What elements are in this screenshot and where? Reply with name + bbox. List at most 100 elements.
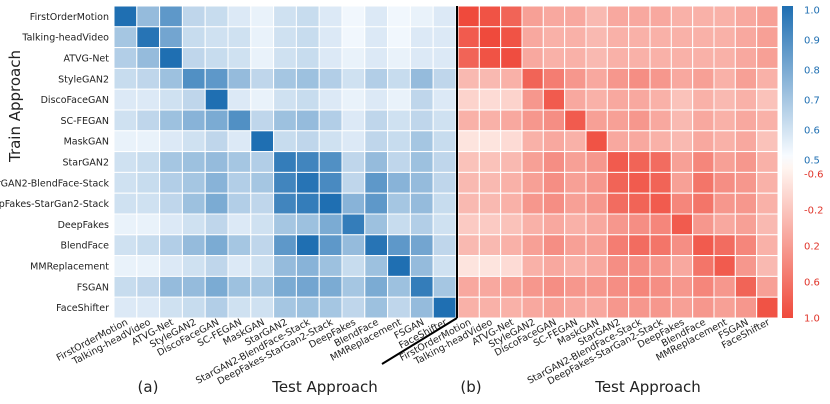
cell-a-9-6 xyxy=(250,192,275,215)
cell-b-8-0 xyxy=(457,171,480,194)
cell-a-0-0 xyxy=(113,5,138,28)
cell-b-10-14 xyxy=(756,213,779,236)
cell-a-11-0 xyxy=(113,234,138,257)
cell-a-10-7 xyxy=(273,213,297,236)
cell-b-13-2 xyxy=(500,275,523,298)
cell-a-7-10 xyxy=(341,151,366,173)
cell-b-0-2 xyxy=(500,5,523,28)
colorbar-ticks-b: -0.6 -0.2 0.2 0.6 1.0 xyxy=(804,170,824,325)
cell-a-12-3 xyxy=(181,255,206,277)
cell-a-3-4 xyxy=(204,67,229,90)
cell-b-3-3 xyxy=(521,67,544,90)
colorbar-tick-label: 1.0 xyxy=(804,314,820,325)
x-axis-title-a: Test Approach xyxy=(271,378,378,396)
cell-a-13-6 xyxy=(250,275,275,298)
cell-a-13-0 xyxy=(113,275,138,298)
cell-b-1-12 xyxy=(713,26,736,49)
cell-a-6-12 xyxy=(387,130,411,153)
y-tick-label: FirstOrderMotion xyxy=(30,12,109,23)
cell-a-4-9 xyxy=(318,88,343,111)
cell-b-2-6 xyxy=(585,47,608,69)
cell-b-14-10 xyxy=(670,296,694,319)
cell-b-11-12 xyxy=(713,234,736,257)
cell-a-10-12 xyxy=(387,213,411,236)
cell-b-10-0 xyxy=(457,213,480,236)
cell-b-0-10 xyxy=(670,5,694,28)
cell-b-2-10 xyxy=(670,47,694,69)
cell-b-12-6 xyxy=(585,255,608,277)
cell-b-5-8 xyxy=(628,109,651,132)
cell-a-9-1 xyxy=(136,192,161,215)
cell-b-0-4 xyxy=(542,5,566,28)
cell-a-9-5 xyxy=(227,192,252,215)
cell-b-14-13 xyxy=(734,296,758,319)
cell-b-9-10 xyxy=(670,192,694,215)
y-axis-title: Train Approach xyxy=(6,50,24,163)
cell-b-4-7 xyxy=(606,88,630,111)
y-tick-label: DiscoFaceGAN xyxy=(41,95,109,106)
cell-a-4-12 xyxy=(387,88,411,111)
cell-a-3-1 xyxy=(136,67,161,90)
cell-b-3-6 xyxy=(585,67,608,90)
cell-b-13-7 xyxy=(606,275,630,298)
cell-b-6-7 xyxy=(606,130,630,153)
cell-a-6-11 xyxy=(364,130,389,153)
cell-a-14-9 xyxy=(318,296,343,319)
cell-a-6-10 xyxy=(341,130,366,153)
cell-b-2-7 xyxy=(606,47,630,69)
cell-a-14-7 xyxy=(273,296,297,319)
cell-a-4-3 xyxy=(181,88,206,111)
cell-b-1-1 xyxy=(478,26,502,49)
cell-a-0-10 xyxy=(341,5,366,28)
cell-a-2-14 xyxy=(432,47,457,69)
cell-b-12-7 xyxy=(606,255,630,277)
cell-a-11-5 xyxy=(227,234,252,257)
cell-a-9-12 xyxy=(387,192,411,215)
cell-a-13-1 xyxy=(136,275,161,298)
cell-b-14-9 xyxy=(649,296,672,319)
cell-b-12-10 xyxy=(670,255,694,277)
cell-b-12-12 xyxy=(713,255,736,277)
cell-a-6-0 xyxy=(113,130,138,153)
cell-b-9-0 xyxy=(457,192,480,215)
heatmap-b xyxy=(457,5,779,319)
cell-a-5-7 xyxy=(273,109,297,132)
cell-b-14-1 xyxy=(478,296,502,319)
cell-b-9-8 xyxy=(628,192,651,215)
cell-a-6-2 xyxy=(159,130,183,153)
cell-b-3-1 xyxy=(478,67,502,90)
cell-b-12-3 xyxy=(521,255,544,277)
y-tick-label: StarGAN2-BlendFace-Stack xyxy=(0,178,109,189)
cell-b-9-11 xyxy=(692,192,715,215)
cell-a-6-9 xyxy=(318,130,343,153)
cell-a-0-6 xyxy=(250,5,275,28)
cell-b-9-4 xyxy=(542,192,566,215)
cell-b-6-10 xyxy=(670,130,694,153)
cell-a-14-5 xyxy=(227,296,252,319)
cell-b-12-14 xyxy=(756,255,779,277)
cell-b-5-3 xyxy=(521,109,544,132)
cell-b-5-2 xyxy=(500,109,523,132)
cell-a-0-2 xyxy=(159,5,183,28)
cell-a-2-11 xyxy=(364,47,389,69)
cell-b-8-12 xyxy=(713,171,736,194)
cell-a-1-2 xyxy=(159,26,183,49)
cell-a-5-11 xyxy=(364,109,389,132)
cell-b-0-8 xyxy=(628,5,651,28)
cell-b-2-9 xyxy=(649,47,672,69)
cell-b-2-2 xyxy=(500,47,523,69)
cell-a-5-0 xyxy=(113,109,138,132)
cell-b-11-1 xyxy=(478,234,502,257)
cell-b-6-6 xyxy=(585,130,608,153)
cell-a-5-2 xyxy=(159,109,183,132)
cell-b-3-0 xyxy=(457,67,480,90)
cell-b-4-12 xyxy=(713,88,736,111)
cell-a-9-9 xyxy=(318,192,343,215)
cell-b-3-10 xyxy=(670,67,694,90)
cell-b-2-3 xyxy=(521,47,544,69)
cell-b-9-3 xyxy=(521,192,544,215)
cell-a-8-11 xyxy=(364,171,389,194)
cell-a-6-7 xyxy=(273,130,297,153)
y-tick-label: FaceShifter xyxy=(56,303,109,314)
y-tick-label: StarGAN2 xyxy=(63,158,110,169)
